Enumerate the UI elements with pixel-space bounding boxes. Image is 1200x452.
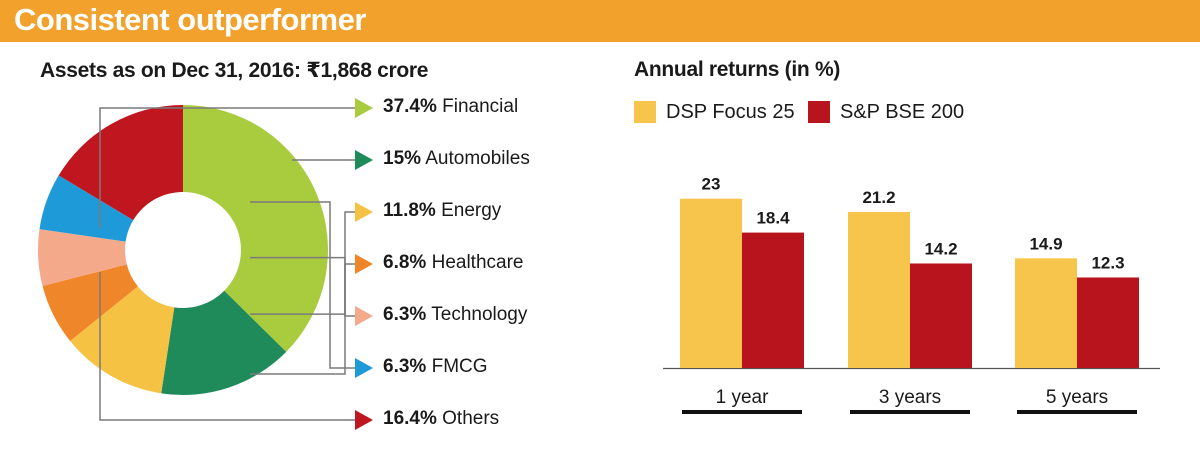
bar-value-label: 14.9 [1029, 234, 1062, 253]
donut-slice-technology [38, 229, 127, 287]
donut-label-percent: 6.3% [383, 304, 427, 325]
donut-label-percent: 15% [383, 148, 422, 169]
leader-line-technology [250, 256, 373, 326]
bar-s-p-bse-200-1-year [742, 232, 804, 368]
bar-dsp-focus-25-1-year [680, 198, 742, 368]
bar-s-p-bse-200-5-years [1077, 277, 1139, 368]
donut-slice-automobiles [161, 290, 287, 395]
donut-label-name: Technology [426, 304, 528, 325]
donut-label-name: FMCG [426, 356, 488, 377]
leader-line-automobiles [292, 150, 373, 170]
header-bar: Consistent outperformer [0, 0, 1200, 42]
donut-label-percent: 37.4% [383, 96, 437, 117]
donut-label-name: Automobiles [421, 148, 530, 169]
donut-label-healthcare: 6.8% Healthcare [383, 252, 523, 276]
donut-label-others: 16.4% Others [383, 408, 499, 432]
pointer-triangle [355, 306, 373, 326]
donut-slice-energy [70, 286, 175, 394]
leader-line-others [99, 272, 373, 430]
donut-label-name: Others [436, 408, 500, 429]
bar-chart-subtitle: Annual returns (in %) [634, 58, 841, 81]
category-underline [850, 410, 970, 414]
legend-item-dsp-focus-25: DSP Focus 25 [634, 98, 795, 126]
donut-label-percent: 6.3% [383, 356, 427, 377]
donut-label-percent: 16.4% [383, 408, 437, 429]
donut-chart-subtitle: Assets as on Dec 31, 2016: ₹1,868 crore [40, 59, 429, 82]
bar-value-label: 12.3 [1091, 253, 1124, 272]
donut-label-financial: 37.4% Financial [383, 96, 518, 120]
leader-line-financial [99, 98, 373, 228]
legend-label: S&P BSE 200 [840, 100, 965, 123]
donut-label-name: Healthcare [426, 252, 524, 273]
bar-dsp-focus-25-3-years [848, 211, 910, 368]
pointer-triangle [355, 254, 373, 274]
donut-label-technology: 6.3% Technology [383, 304, 527, 328]
legend-label: DSP Focus 25 [666, 100, 795, 123]
donut-slice-financial [183, 105, 328, 352]
donut-label-name: Energy [435, 200, 502, 221]
bar-value-label: 23 [702, 175, 721, 194]
donut-label-energy: 11.8% Energy [383, 200, 501, 224]
donut-slice-fmcg [39, 175, 134, 242]
donut-label-automobiles: 15% Automobiles [383, 148, 530, 172]
donut-chart [38, 98, 373, 430]
pointer-triangle [355, 202, 373, 222]
bar-value-label: 21.2 [862, 188, 895, 207]
donut-slice-others [58, 105, 184, 221]
pointer-triangle [355, 410, 373, 430]
pointer-triangle [355, 150, 373, 170]
legend-item-sp-bse-200: S&P BSE 200 [808, 98, 964, 126]
pointer-triangle [355, 98, 373, 118]
donut-label-percent: 6.8% [383, 252, 427, 273]
donut-slice-healthcare [42, 264, 138, 342]
pointer-triangle [355, 358, 373, 378]
category-underline [682, 410, 802, 414]
donut-label-percent: 11.8% [383, 200, 436, 221]
bar-value-label: 18.4 [756, 209, 790, 228]
donut-label-name: Financial [436, 96, 519, 117]
legend-swatch [634, 101, 656, 123]
page-title: Consistent outperformer [14, 2, 366, 37]
bar-chart: 23 18.4 1 year 21.2 14.2 3 years 14.9 12.3 5 yea… [663, 175, 1160, 414]
donut-label-fmcg: 6.3% FMCG [383, 356, 488, 380]
leader-line-fmcg [250, 201, 373, 378]
x-tick-label: 1 year [716, 387, 769, 408]
legend-swatch [808, 101, 830, 123]
bar-dsp-focus-25-5-years [1015, 258, 1077, 368]
x-tick-label: 5 years [1046, 387, 1108, 408]
bar-value-label: 14.2 [924, 239, 957, 258]
bar-s-p-bse-200-3-years [910, 263, 972, 368]
x-tick-label: 3 years [879, 387, 941, 408]
category-underline [1017, 410, 1137, 414]
